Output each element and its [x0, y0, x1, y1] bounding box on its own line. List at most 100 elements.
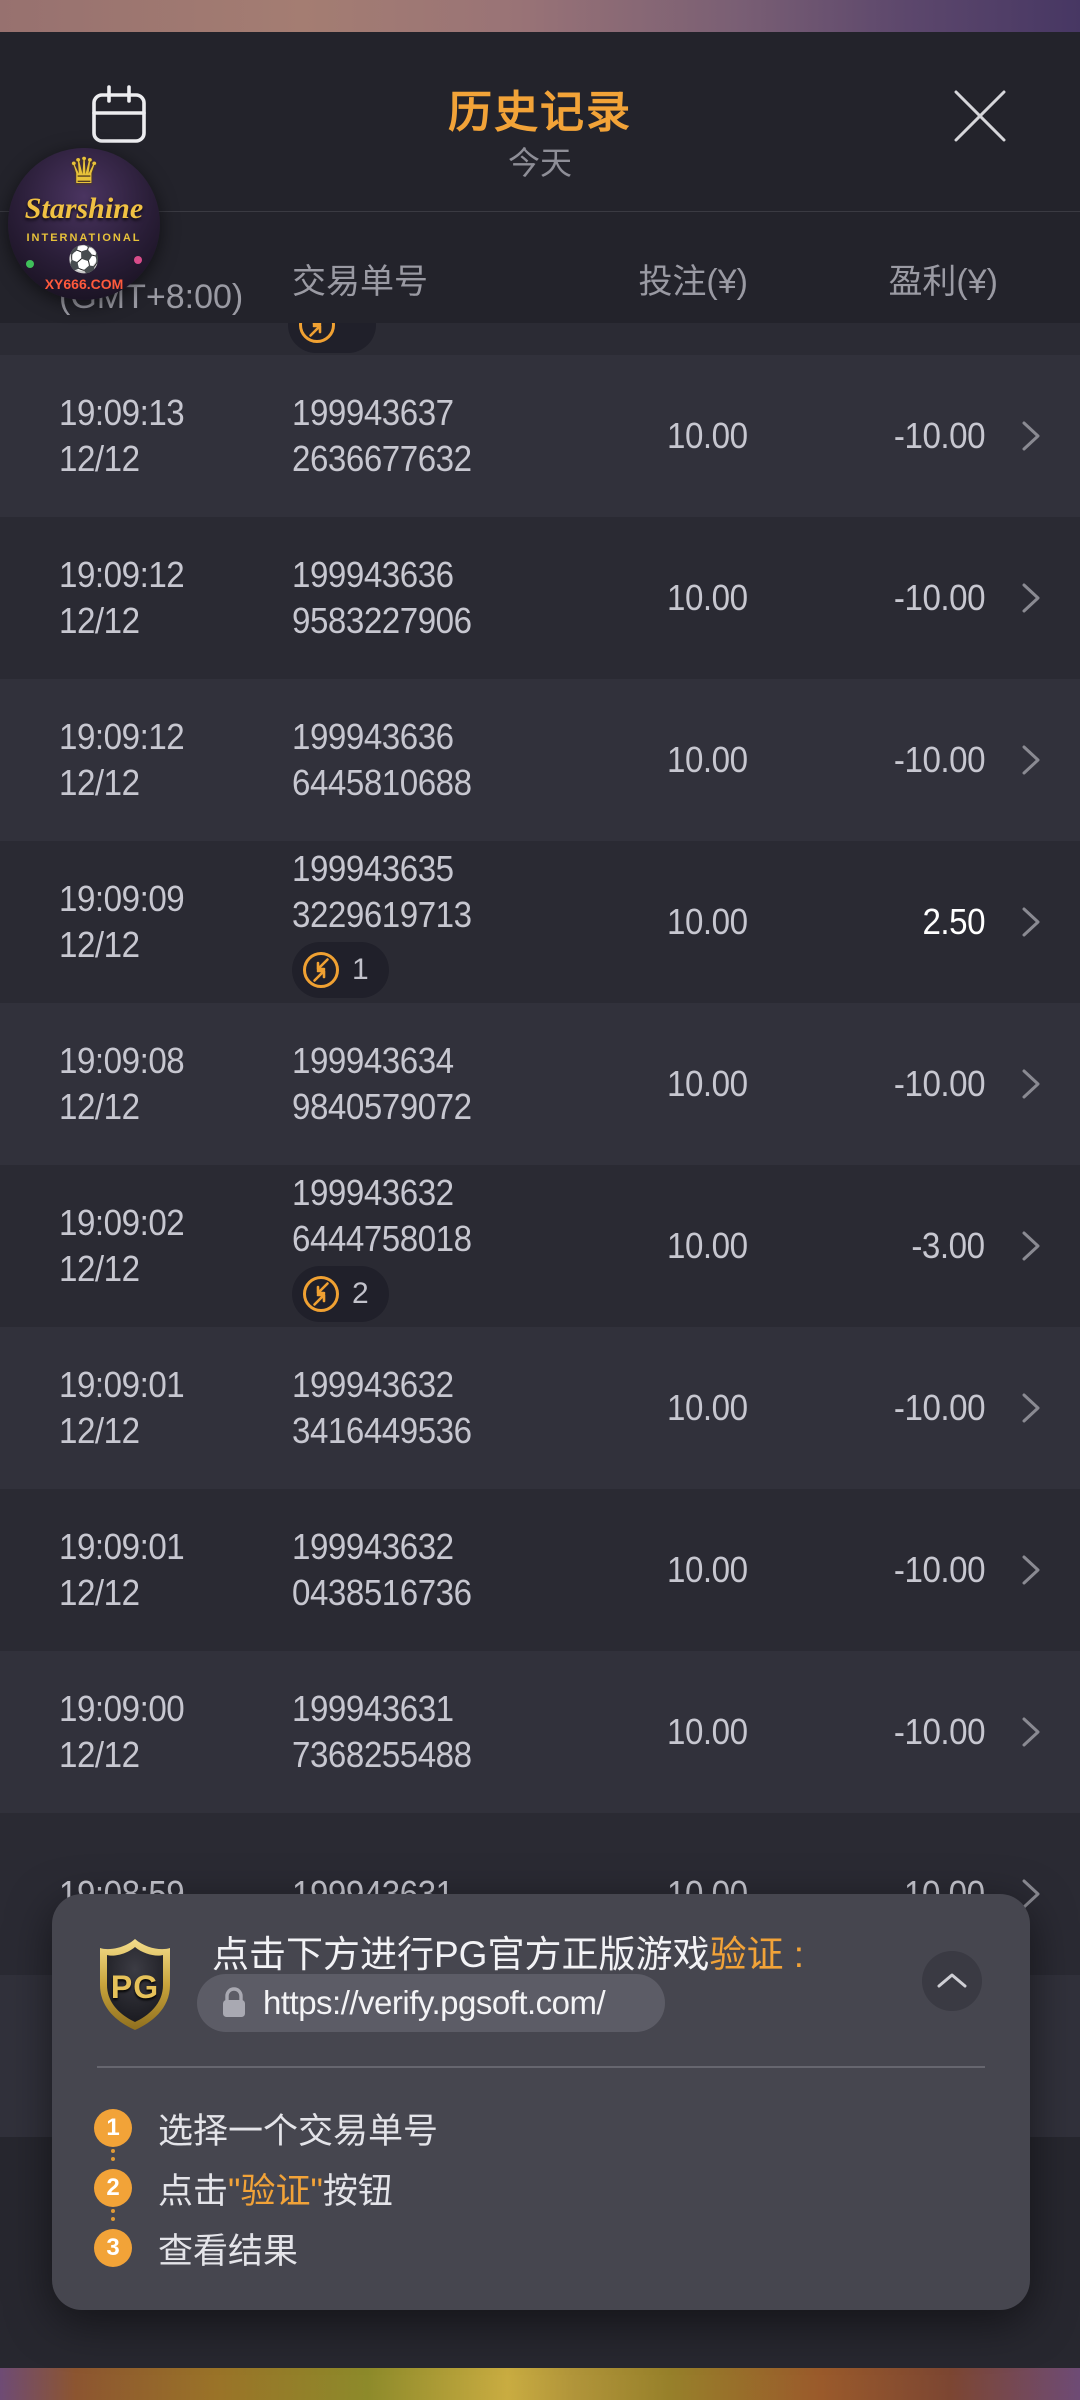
row-bet: 10.00: [667, 415, 748, 456]
row-order-number: 199943637 2636677632: [292, 355, 592, 517]
confetti-dot: [26, 260, 34, 268]
chevron-up-icon: [933, 1970, 971, 1992]
history-row[interactable]: 19:09:13 12/12 199943637 2636677632 10.00 -10…: [0, 355, 1080, 517]
row-time-line: 12/12: [59, 600, 140, 641]
history-row[interactable]: 19:09:08 12/12 199943634 9840579072 10.00 -10…: [0, 1003, 1080, 1165]
history-row[interactable]: 19:09:01 12/12 199943632 3416449536 10.00 -10…: [0, 1327, 1080, 1489]
row-order-line: 3229619713: [292, 894, 472, 935]
row-time-line: 19:09:01: [59, 1526, 185, 1567]
calendar-icon: [86, 85, 152, 151]
column-header-bet: 投注(¥): [638, 263, 748, 301]
lock-icon: [219, 1985, 249, 2021]
step-connector: [111, 2149, 115, 2161]
row-profit: -10.00: [893, 1063, 986, 1104]
row-order-number: 199943632 6444758018 2: [292, 1165, 592, 1327]
history-row[interactable]: 19:09:01 12/12 199943632 0438516736 10.00 -10…: [0, 1489, 1080, 1651]
row-bet: 10.00: [667, 1549, 748, 1590]
verify-step: 1 选择一个交易单号: [94, 2098, 974, 2161]
calendar-button[interactable]: [86, 82, 152, 148]
history-row[interactable]: 19:09:00 12/12 199943631 7368255488 10.00 -10…: [0, 1651, 1080, 1813]
row-time-line: 12/12: [59, 1410, 140, 1451]
row-time-line: 19:09:13: [59, 392, 185, 433]
row-time: 19:09:13 12/12: [59, 355, 279, 517]
page-title: 历史记录: [448, 88, 632, 137]
row-bet: 10.00: [667, 1711, 748, 1752]
step-number-badge: 3: [94, 2229, 132, 2267]
round-count-badge: 1: [292, 942, 389, 998]
step-text: 选择一个交易单号: [158, 2111, 439, 2151]
pg-logo: PG: [95, 1935, 175, 2033]
row-order-line: 199943631: [292, 1688, 454, 1729]
round-count: 1: [352, 953, 369, 986]
row-time-line: 19:09:02: [59, 1202, 185, 1243]
close-icon: [948, 90, 1012, 151]
bottom-wallpaper-strip: [0, 2368, 1080, 2400]
row-order-line: 199943635: [292, 848, 454, 889]
chevron-right-icon: [1012, 1062, 1050, 1106]
row-order-line: 199943637: [292, 392, 454, 433]
header-panel: 历史记录 今天 (GMT+8:00) 交易单号 投: [0, 32, 1080, 323]
history-row[interactable]: 19:09:02 12/12 199943632 6444758018 2 10.00 -3…: [0, 1165, 1080, 1327]
round-count: 2: [352, 1277, 369, 1310]
chevron-right-icon: [1012, 414, 1050, 458]
football-icon: ⚽: [67, 244, 101, 274]
transfer-icon: [300, 1273, 342, 1315]
row-profit: -10.00: [893, 1711, 986, 1752]
row-chevron: [1012, 1165, 1050, 1327]
verify-steps: 1 选择一个交易单号 2 点击"验证"按钮 3 查看结果: [94, 2098, 974, 2278]
row-order-number: 199943631 7368255488: [292, 1651, 592, 1813]
row-time-line: 12/12: [59, 1734, 140, 1775]
row-order-line: 9840579072: [292, 1086, 472, 1127]
logo-name: Starshine: [24, 192, 144, 225]
header-divider: [0, 211, 1080, 212]
logo-subtitle: INTERNATIONAL: [26, 232, 142, 244]
row-order-number: 199943632 3416449536: [292, 1327, 592, 1489]
row-bet: 10.00: [667, 1225, 748, 1266]
row-chevron: [1012, 1327, 1050, 1489]
row-bet: 10.00: [667, 1063, 748, 1104]
verify-step: 2 点击"验证"按钮: [94, 2158, 974, 2221]
history-row[interactable]: 19:09:12 12/12 199943636 9583227906 10.00 -10…: [0, 517, 1080, 679]
row-time-line: 12/12: [59, 438, 140, 479]
chevron-right-icon: [1012, 738, 1050, 782]
row-time-line: 19:09:08: [59, 1040, 185, 1081]
row-time-line: 12/12: [59, 762, 140, 803]
chevron-right-icon: [1012, 900, 1050, 944]
row-order-number: 199943636 6445810688: [292, 679, 592, 841]
chevron-right-icon: [1012, 1710, 1050, 1754]
chevron-right-icon: [1012, 1548, 1050, 1592]
row-profit: -10.00: [893, 415, 986, 456]
history-row[interactable]: 19:09:09 12/12 199943635 3229619713 1 10.00 2.…: [0, 841, 1080, 1003]
row-time: 19:09:08 12/12: [59, 1003, 279, 1165]
verify-headline-text: 点击下方进行PG官方正版游戏: [212, 1934, 710, 1975]
site-logo-badge: ♛ Starshine INTERNATIONAL ⚽ XY666.COM: [8, 148, 160, 300]
verify-headline: 点击下方进行PG官方正版游戏验证 :: [212, 1924, 804, 1978]
pg-logo-text: PG: [110, 1969, 160, 2005]
transfer-icon: [300, 949, 342, 991]
row-time: 19:09:01 12/12: [59, 1327, 279, 1489]
step-number-badge: 1: [94, 2109, 132, 2147]
row-chevron: [1012, 841, 1050, 1003]
verify-url-link[interactable]: https://verify.pgsoft.com/: [197, 1974, 665, 2032]
row-bet: 10.00: [667, 739, 748, 780]
row-order-line: 0438516736: [292, 1572, 472, 1613]
collapse-button[interactable]: [922, 1951, 982, 2011]
history-row-partial[interactable]: [0, 323, 1080, 355]
row-time: 19:09:12 12/12: [59, 679, 279, 841]
logo-site-url: XY666.COM: [44, 276, 124, 292]
close-button[interactable]: [948, 84, 1012, 148]
row-order-number: 199943636 9583227906: [292, 517, 592, 679]
row-order-line: 199943632: [292, 1526, 454, 1567]
transfer-icon: [296, 323, 338, 346]
row-order-line: 2636677632: [292, 438, 472, 479]
row-order-line: 199943636: [292, 716, 454, 757]
row-order-line: 3416449536: [292, 1410, 472, 1451]
row-time-line: 19:09:12: [59, 716, 185, 757]
row-order-line: 199943632: [292, 1364, 454, 1405]
row-profit: -10.00: [893, 1387, 986, 1428]
history-row[interactable]: 19:09:12 12/12 199943636 6445810688 10.00 -10…: [0, 679, 1080, 841]
row-time-line: 19:09:01: [59, 1364, 185, 1405]
step-text: 点击"验证"按钮: [158, 2171, 393, 2211]
crown-icon: ♛: [67, 150, 101, 191]
